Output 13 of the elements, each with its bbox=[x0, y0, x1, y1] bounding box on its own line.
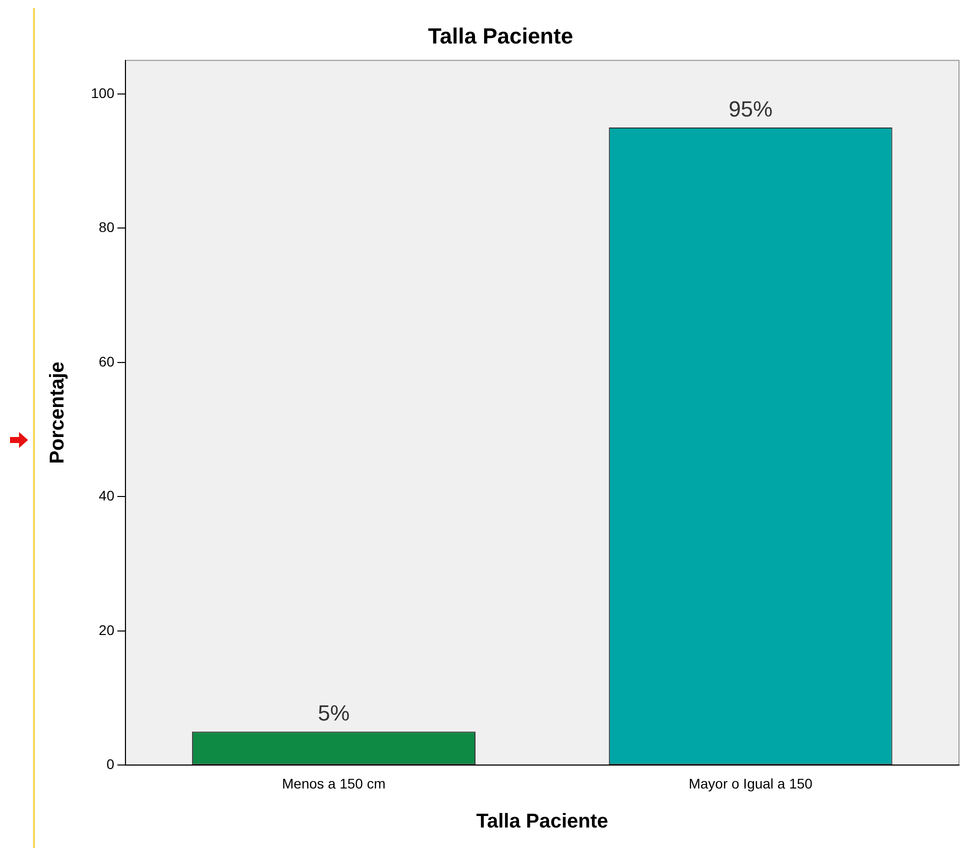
y-tick-label: 40 bbox=[98, 488, 115, 504]
data-label: 5% bbox=[318, 700, 350, 726]
x-tick-label: Menos a 150 cm bbox=[282, 775, 386, 792]
y-tick-label: 100 bbox=[91, 84, 115, 101]
y-tick-label: 80 bbox=[98, 219, 115, 236]
y-axis-title: Porcentaje bbox=[46, 362, 69, 464]
x-axis-title: Talla Paciente bbox=[476, 810, 608, 833]
chart-title: Talla Paciente bbox=[428, 23, 574, 48]
y-tick-label: 20 bbox=[98, 622, 115, 638]
x-tick-label: Mayor o Igual a 150 bbox=[688, 775, 813, 792]
y-tick-label: 60 bbox=[98, 353, 115, 370]
data-label: 95% bbox=[728, 96, 773, 122]
y-tick-label: 0 bbox=[106, 756, 115, 772]
